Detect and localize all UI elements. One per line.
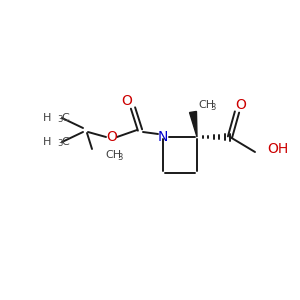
Text: 3: 3 (210, 103, 215, 112)
Text: O: O (236, 98, 246, 112)
Text: 3: 3 (57, 116, 62, 124)
Text: C: C (61, 137, 69, 147)
Text: H: H (43, 113, 51, 123)
Text: O: O (106, 130, 117, 144)
Text: C: C (61, 113, 69, 123)
Text: O: O (122, 94, 132, 108)
Text: 3: 3 (117, 154, 122, 163)
Text: 3: 3 (57, 140, 62, 148)
Polygon shape (190, 111, 197, 137)
Text: N: N (158, 130, 168, 144)
Text: CH: CH (198, 100, 214, 110)
Text: CH: CH (105, 150, 121, 160)
Text: H: H (43, 137, 51, 147)
Text: OH: OH (267, 142, 288, 156)
